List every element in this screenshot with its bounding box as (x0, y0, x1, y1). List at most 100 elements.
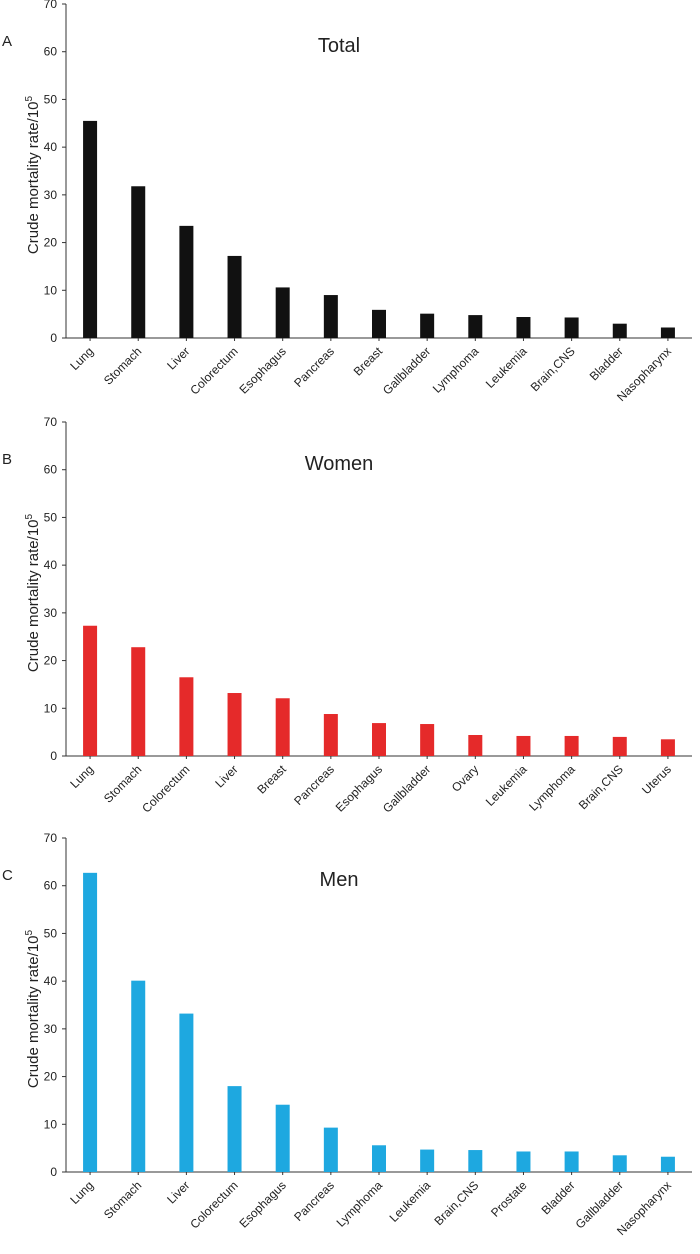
x-tick-label: Gallbladder (380, 344, 433, 397)
chart-svg-women: B Women Crude mortality rate/105 0 10 20 30 40 5… (2, 415, 692, 816)
bar-stomach (131, 647, 146, 756)
y-tick-label: 50 (44, 926, 58, 940)
x-tick-label: Lung (67, 762, 96, 791)
bar-gallbladder (420, 313, 435, 338)
x-tick-label: Pancreas (291, 1178, 337, 1224)
x-tick-label: Bladder (539, 1178, 578, 1217)
bar-esophagus (275, 287, 290, 338)
x-tick-label: Lung (67, 344, 96, 373)
y-tick-label: 70 (44, 831, 58, 845)
x-tick-label: Uterus (639, 762, 674, 797)
x-tick-label: Brain,CNS (576, 762, 626, 812)
bar-lymphoma (372, 1145, 386, 1172)
bar-esophagus (372, 723, 386, 756)
chart-title: Total (318, 35, 360, 57)
bar-nasopharynx (660, 327, 675, 338)
panel-letter: B (2, 451, 12, 468)
y-tick-label: 10 (44, 283, 58, 297)
y-tick-label: 20 (44, 236, 58, 250)
y-tick-label: 0 (50, 749, 57, 763)
x-tick-label: Breast (254, 762, 289, 797)
y-tick-label: 30 (44, 606, 58, 620)
bar-bladder (564, 1151, 579, 1172)
y-tick-label: 30 (44, 1022, 58, 1036)
panel-letter: A (2, 33, 12, 50)
x-tick-label: Lymphoma (430, 344, 482, 396)
x-tick-label: Lung (67, 1178, 96, 1207)
y-tick-label: 50 (44, 92, 58, 106)
y-tick-label: 60 (44, 463, 58, 477)
chart-title: Women (305, 453, 374, 475)
bar-liver (227, 693, 242, 756)
chart-svg-men: C Men Crude mortality rate/105 0 10 20 30 40 50 6… (2, 831, 692, 1238)
bar-brain-cns (564, 317, 579, 338)
y-tick-label: 70 (44, 0, 58, 11)
y-tick-label: 10 (44, 701, 58, 715)
y-tick-label: 30 (44, 188, 58, 202)
x-tick-label: Leukemia (483, 762, 530, 809)
y-tick-label: 40 (44, 558, 58, 572)
x-tick-label: Ovary (449, 762, 482, 795)
x-tick-label: Leukemia (387, 1178, 434, 1225)
bar-gallbladder (612, 1155, 627, 1172)
x-tick-label: Lymphoma (526, 762, 578, 814)
y-tick-label: 20 (44, 654, 58, 668)
x-tick-label: Gallbladder (380, 762, 433, 815)
x-tick-label: Esophagus (236, 344, 288, 396)
y-tick-label: 10 (44, 1117, 58, 1131)
x-tick-label: Esophagus (333, 762, 385, 814)
chart-title: Men (320, 869, 359, 891)
bar-gallbladder (420, 724, 435, 756)
x-tick-label: Leukemia (483, 344, 530, 391)
x-tick-label: Bladder (587, 344, 626, 383)
bar-pancreas (323, 714, 338, 756)
y-tick-label: 70 (44, 415, 58, 429)
x-tick-label: Esophagus (236, 1178, 288, 1230)
bar-breast (275, 698, 290, 756)
bar-liver (179, 225, 194, 338)
y-tick-label: 60 (44, 45, 58, 59)
bar-pancreas (323, 295, 338, 338)
y-tick-label: 50 (44, 510, 58, 524)
bar-leukemia (516, 317, 531, 338)
bar-brain-cns (468, 1150, 483, 1172)
y-tick-label: 40 (44, 140, 58, 154)
bar-pancreas (323, 1127, 338, 1172)
x-tick-label: Brain,CNS (528, 344, 578, 394)
bar-leukemia (420, 1149, 435, 1172)
bar-liver (179, 1013, 194, 1172)
bar-uterus (660, 739, 675, 756)
x-tick-label: Colorectum (187, 1178, 240, 1231)
x-tick-label: Liver (164, 344, 192, 372)
y-tick-label: 20 (44, 1070, 58, 1084)
x-tick-label: Lymphoma (334, 1178, 386, 1230)
bar-lung (83, 120, 98, 339)
bar-esophagus (275, 1104, 290, 1172)
bar-brain-cns (612, 736, 627, 756)
bar-bladder (612, 323, 627, 338)
x-tick-label: Stomach (101, 1178, 144, 1221)
x-tick-label: Stomach (101, 762, 144, 805)
bar-prostate (516, 1151, 531, 1172)
chart-panel-women: B Women Crude mortality rate/105 0 10 20 30 40 5… (0, 415, 700, 838)
bar-lymphoma (468, 315, 483, 338)
y-axis-label: Crude mortality rate/105 (24, 929, 42, 1088)
bar-nasopharynx (660, 1156, 675, 1172)
bar-colorectum (227, 1086, 242, 1172)
panel-letter: C (2, 867, 13, 884)
x-tick-label: Colorectum (139, 762, 192, 815)
x-tick-label: Liver (164, 1178, 192, 1206)
y-tick-label: 40 (44, 974, 58, 988)
y-tick-label: 0 (50, 331, 57, 345)
x-tick-label: Stomach (101, 344, 144, 387)
chart-panel-men: C Men Crude mortality rate/105 0 10 20 30 40 50 6… (0, 831, 700, 1254)
bar-stomach (131, 980, 146, 1172)
bar-ovary (468, 735, 483, 756)
bar-breast (372, 309, 386, 338)
x-tick-label: Prostate (488, 1178, 530, 1220)
bar-stomach (131, 186, 146, 338)
bar-colorectum (179, 677, 194, 756)
y-axis-label: Crude mortality rate/105 (24, 95, 42, 254)
x-tick-label: Colorectum (187, 344, 240, 397)
bar-leukemia (516, 735, 531, 756)
